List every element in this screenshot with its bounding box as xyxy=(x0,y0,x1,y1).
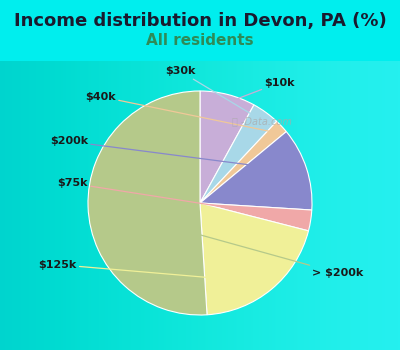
Text: $10k: $10k xyxy=(228,78,295,102)
Text: $125k: $125k xyxy=(38,260,263,282)
Text: > $200k: > $200k xyxy=(100,207,363,278)
Text: ⌕ -Data.com: ⌕ -Data.com xyxy=(232,117,292,127)
Text: Income distribution in Devon, PA (%): Income distribution in Devon, PA (%) xyxy=(14,12,386,30)
Wedge shape xyxy=(200,105,277,203)
Wedge shape xyxy=(200,203,308,315)
Text: All residents: All residents xyxy=(146,33,254,48)
Wedge shape xyxy=(200,91,254,203)
Wedge shape xyxy=(200,121,286,203)
Wedge shape xyxy=(200,203,312,231)
Wedge shape xyxy=(88,91,207,315)
Text: $200k: $200k xyxy=(50,136,295,171)
Text: $40k: $40k xyxy=(85,92,272,132)
Text: $30k: $30k xyxy=(165,66,258,118)
Wedge shape xyxy=(200,132,312,210)
Text: $75k: $75k xyxy=(58,178,299,219)
